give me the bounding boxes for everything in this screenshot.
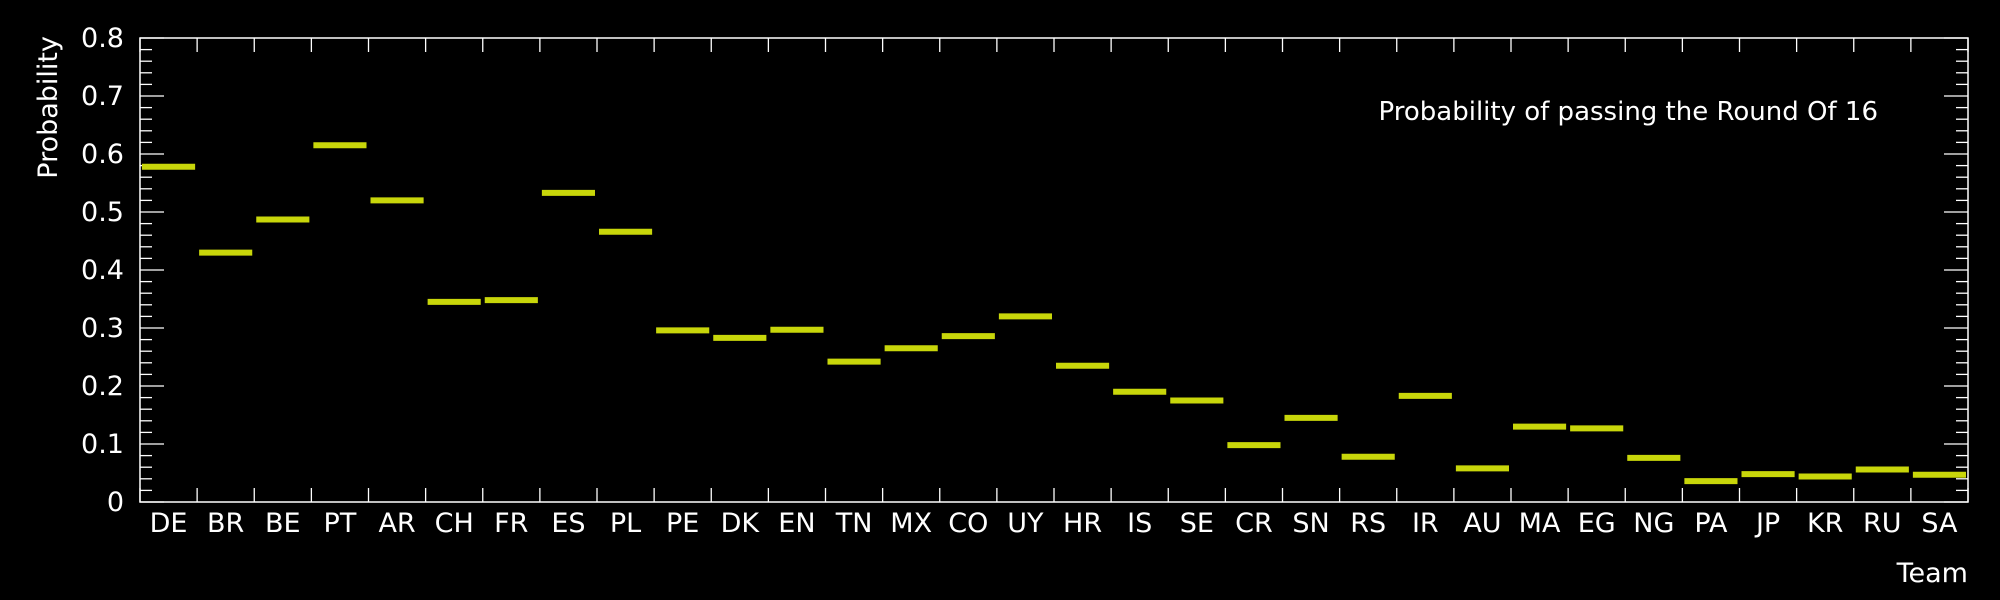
x-tick-label: AR (378, 508, 415, 539)
x-axis-title: Team (1896, 558, 1968, 589)
x-tick-label: RS (1350, 508, 1386, 539)
x-tick-label: PT (324, 508, 357, 539)
x-tick-label: HR (1063, 508, 1102, 539)
x-tick-label: RU (1863, 508, 1902, 539)
x-tick-label: IS (1127, 508, 1152, 539)
y-tick-label: 0 (107, 487, 124, 518)
x-tick-label: SN (1292, 508, 1329, 539)
y-tick-label: 0.8 (81, 23, 124, 54)
x-tick-label: TN (835, 508, 873, 539)
x-tick-label: AU (1463, 508, 1501, 539)
x-tick-label: BR (207, 508, 244, 539)
x-tick-label: KR (1807, 508, 1843, 539)
x-tick-label: PA (1694, 508, 1728, 539)
x-tick-label: DE (150, 508, 188, 539)
x-tick-label: CO (948, 508, 988, 539)
x-tick-label: IR (1412, 508, 1439, 539)
y-tick-label: 0.3 (81, 313, 124, 344)
x-tick-label: EN (778, 508, 815, 539)
x-tick-label: UY (1007, 508, 1044, 539)
x-tick-label: DK (721, 508, 761, 539)
y-tick-label: 0.4 (81, 255, 124, 286)
x-tick-label: MX (890, 508, 932, 539)
x-tick-label: ES (551, 508, 585, 539)
tick-labels: 0 0.1 0.2 0.3 0.4 0.5 0.6 0.7 0.8 DE BR BE PT AR CH FR E… (81, 23, 1958, 539)
x-tick-label: JP (1754, 508, 1780, 539)
data-marks (142, 142, 1966, 485)
x-tick-label: MA (1519, 508, 1561, 539)
x-tick-label: NG (1633, 508, 1674, 539)
y-tick-label: 0.1 (81, 429, 124, 460)
legend-entry: Probability of passing the Round Of 16 (1379, 97, 1878, 127)
x-tick-label: SE (1180, 508, 1214, 539)
y-tick-label: 0.2 (81, 371, 124, 402)
x-tick-label: EG (1578, 508, 1616, 539)
x-tick-label: CR (1235, 508, 1273, 539)
x-tick-label: FR (494, 508, 528, 539)
x-tick-label: CH (435, 508, 474, 539)
x-tick-label: PE (666, 508, 699, 539)
y-axis-title: Probability (33, 36, 64, 179)
x-tick-label: PL (610, 508, 641, 539)
x-tick-label: SA (1921, 508, 1958, 539)
y-tick-label: 0.5 (81, 197, 124, 228)
plot-frame (139, 37, 1969, 503)
x-tick-label: BE (265, 508, 301, 539)
y-tick-label: 0.7 (81, 81, 124, 112)
y-tick-label: 0.6 (81, 139, 124, 170)
